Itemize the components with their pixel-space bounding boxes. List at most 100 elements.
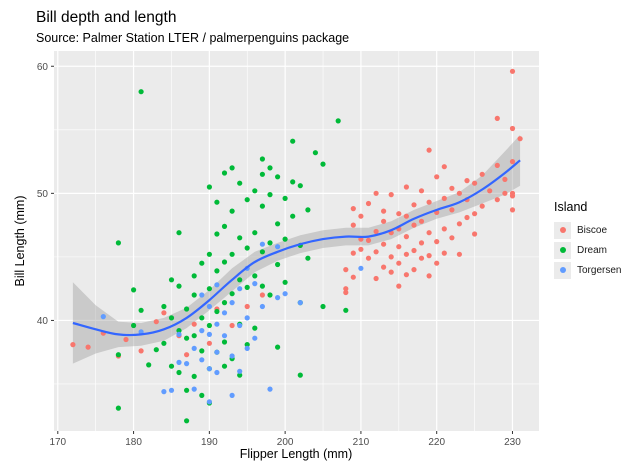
point-dream: [244, 197, 250, 203]
point-dream: [259, 203, 265, 209]
point-biscoe: [259, 292, 265, 298]
point-dream: [244, 245, 250, 251]
point-dream: [290, 138, 296, 144]
point-dream: [176, 283, 182, 289]
point-dream: [206, 251, 212, 257]
point-dream: [214, 268, 220, 274]
point-dream: [221, 363, 228, 369]
x-tick-label: 170: [49, 437, 66, 448]
x-axis-label: Flipper Length (mm): [240, 447, 353, 461]
y-tick-label: 40: [37, 316, 49, 327]
point-biscoe: [418, 188, 425, 194]
point-dream: [252, 188, 258, 194]
point-biscoe: [358, 213, 364, 219]
point-biscoe: [464, 178, 470, 184]
point-biscoe: [396, 283, 402, 289]
point-dream: [275, 261, 281, 268]
point-torgersen: [244, 345, 250, 351]
point-dream: [184, 387, 190, 393]
point-biscoe: [381, 208, 387, 214]
point-dream: [221, 300, 228, 306]
legend-label-torgersen: Torgersen: [577, 264, 622, 276]
point-biscoe: [418, 240, 425, 246]
legend-key-dream: [554, 241, 571, 259]
point-dream: [252, 273, 258, 279]
point-dream: [168, 363, 175, 369]
legend-item-dream: Dream: [554, 240, 621, 260]
point-dream: [191, 292, 197, 298]
point-dream: [275, 344, 281, 350]
point-dream: [138, 307, 144, 313]
point-biscoe: [403, 251, 409, 257]
y-axis-label: Bill Length (mm): [13, 196, 27, 287]
point-dream: [252, 230, 258, 236]
point-biscoe: [472, 211, 478, 217]
point-biscoe: [381, 241, 387, 247]
point-torgersen: [199, 328, 205, 334]
point-torgersen: [206, 331, 212, 337]
legend-key-biscoe: [554, 221, 571, 239]
point-dream: [335, 118, 341, 124]
point-torgersen: [282, 291, 288, 297]
point-torgersen: [229, 353, 235, 359]
point-dream: [115, 405, 121, 411]
point-biscoe: [456, 251, 462, 257]
point-dream: [259, 283, 265, 289]
point-torgersen: [358, 265, 364, 271]
torgersen-dot: [559, 267, 566, 273]
point-dream: [131, 322, 137, 329]
point-torgersen: [237, 286, 243, 292]
point-biscoe: [343, 267, 349, 273]
point-dream: [191, 373, 197, 379]
point-dream: [229, 165, 235, 171]
confidence-ribbon: [72, 134, 521, 364]
x-tick-label: 190: [201, 437, 218, 448]
legend-label-biscoe: Biscoe: [577, 224, 608, 236]
point-torgersen: [237, 322, 243, 329]
point-torgersen: [191, 386, 197, 392]
point-dream: [259, 156, 265, 162]
point-biscoe: [479, 171, 485, 177]
point-biscoe: [350, 206, 356, 212]
point-biscoe: [487, 188, 493, 194]
point-torgersen: [297, 300, 303, 306]
point-biscoe: [479, 203, 485, 209]
point-dream: [131, 287, 137, 293]
point-dream: [282, 236, 288, 242]
point-dream: [305, 207, 311, 213]
point-dream: [146, 362, 152, 368]
point-torgersen: [214, 282, 220, 288]
point-dream: [206, 286, 212, 292]
point-torgersen: [275, 244, 281, 250]
point-torgersen: [199, 357, 205, 363]
point-dream: [267, 192, 273, 198]
point-biscoe: [403, 184, 409, 190]
point-torgersen: [214, 349, 220, 355]
point-dream: [214, 231, 220, 237]
point-torgersen: [191, 345, 197, 351]
point-dream: [199, 348, 205, 354]
point-dream: [184, 335, 190, 341]
point-biscoe: [441, 195, 447, 201]
point-biscoe: [426, 199, 432, 205]
point-biscoe: [184, 352, 190, 358]
chart-title: Bill depth and length: [36, 9, 177, 26]
grid-minor: [54, 51, 539, 431]
point-torgersen: [168, 387, 175, 393]
point-biscoe: [502, 176, 508, 182]
point-biscoe: [373, 190, 379, 196]
point-torgersen: [229, 300, 235, 306]
chart-subtitle: Source: Palmer Station LTER / palmerpeng…: [36, 31, 350, 45]
point-torgersen: [184, 361, 190, 367]
point-dream: [305, 255, 311, 261]
point-biscoe: [358, 246, 364, 252]
point-dream: [176, 230, 182, 236]
point-biscoe: [434, 239, 440, 245]
point-biscoe: [403, 213, 409, 219]
x-tick-label: 180: [125, 437, 142, 448]
point-torgersen: [275, 295, 281, 301]
point-dream: [168, 277, 175, 283]
point-biscoe: [456, 190, 462, 196]
